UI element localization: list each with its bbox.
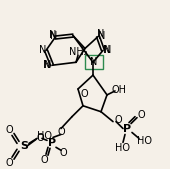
Text: HO: HO (138, 136, 152, 146)
Text: P: P (123, 124, 131, 134)
Text: O: O (80, 89, 88, 99)
Text: O: O (5, 158, 13, 168)
Text: N: N (104, 45, 112, 55)
Text: N: N (97, 29, 105, 39)
Text: P: P (48, 138, 56, 148)
Text: OH: OH (112, 85, 126, 95)
Text: O: O (137, 110, 145, 120)
Text: N: N (98, 31, 106, 41)
Text: N: N (49, 30, 57, 40)
Text: O: O (59, 148, 67, 158)
Text: HO: HO (115, 143, 131, 153)
Text: N: N (90, 57, 98, 67)
Text: O: O (40, 155, 48, 165)
Text: O: O (114, 115, 122, 125)
Text: N: N (50, 31, 58, 41)
Text: N: N (43, 60, 51, 70)
Text: O: O (36, 133, 44, 143)
Text: S: S (20, 141, 28, 151)
Text: N: N (103, 45, 111, 55)
Text: NH₂: NH₂ (69, 47, 87, 57)
Text: O: O (5, 125, 13, 135)
Text: N: N (44, 60, 52, 70)
Text: N: N (39, 45, 47, 55)
Text: O: O (57, 127, 65, 137)
Text: HO: HO (37, 131, 52, 141)
